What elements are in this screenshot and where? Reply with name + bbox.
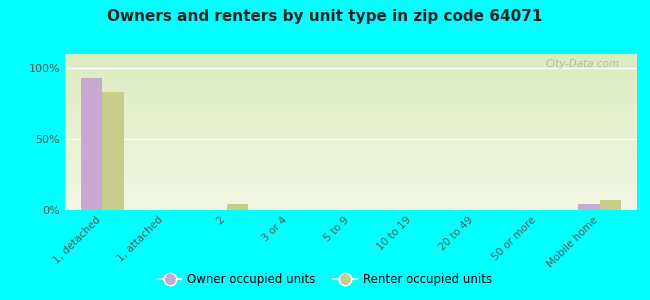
Bar [600,200,621,210]
Text: City-Data.com: City-Data.com [546,59,620,69]
Bar [81,78,102,210]
Text: Owners and renters by unit type in zip code 64071: Owners and renters by unit type in zip c… [107,9,543,24]
Bar [578,204,600,210]
Bar [102,92,124,210]
Legend: Owner occupied units, Renter occupied units: Owner occupied units, Renter occupied un… [153,269,497,291]
Bar [227,204,248,210]
